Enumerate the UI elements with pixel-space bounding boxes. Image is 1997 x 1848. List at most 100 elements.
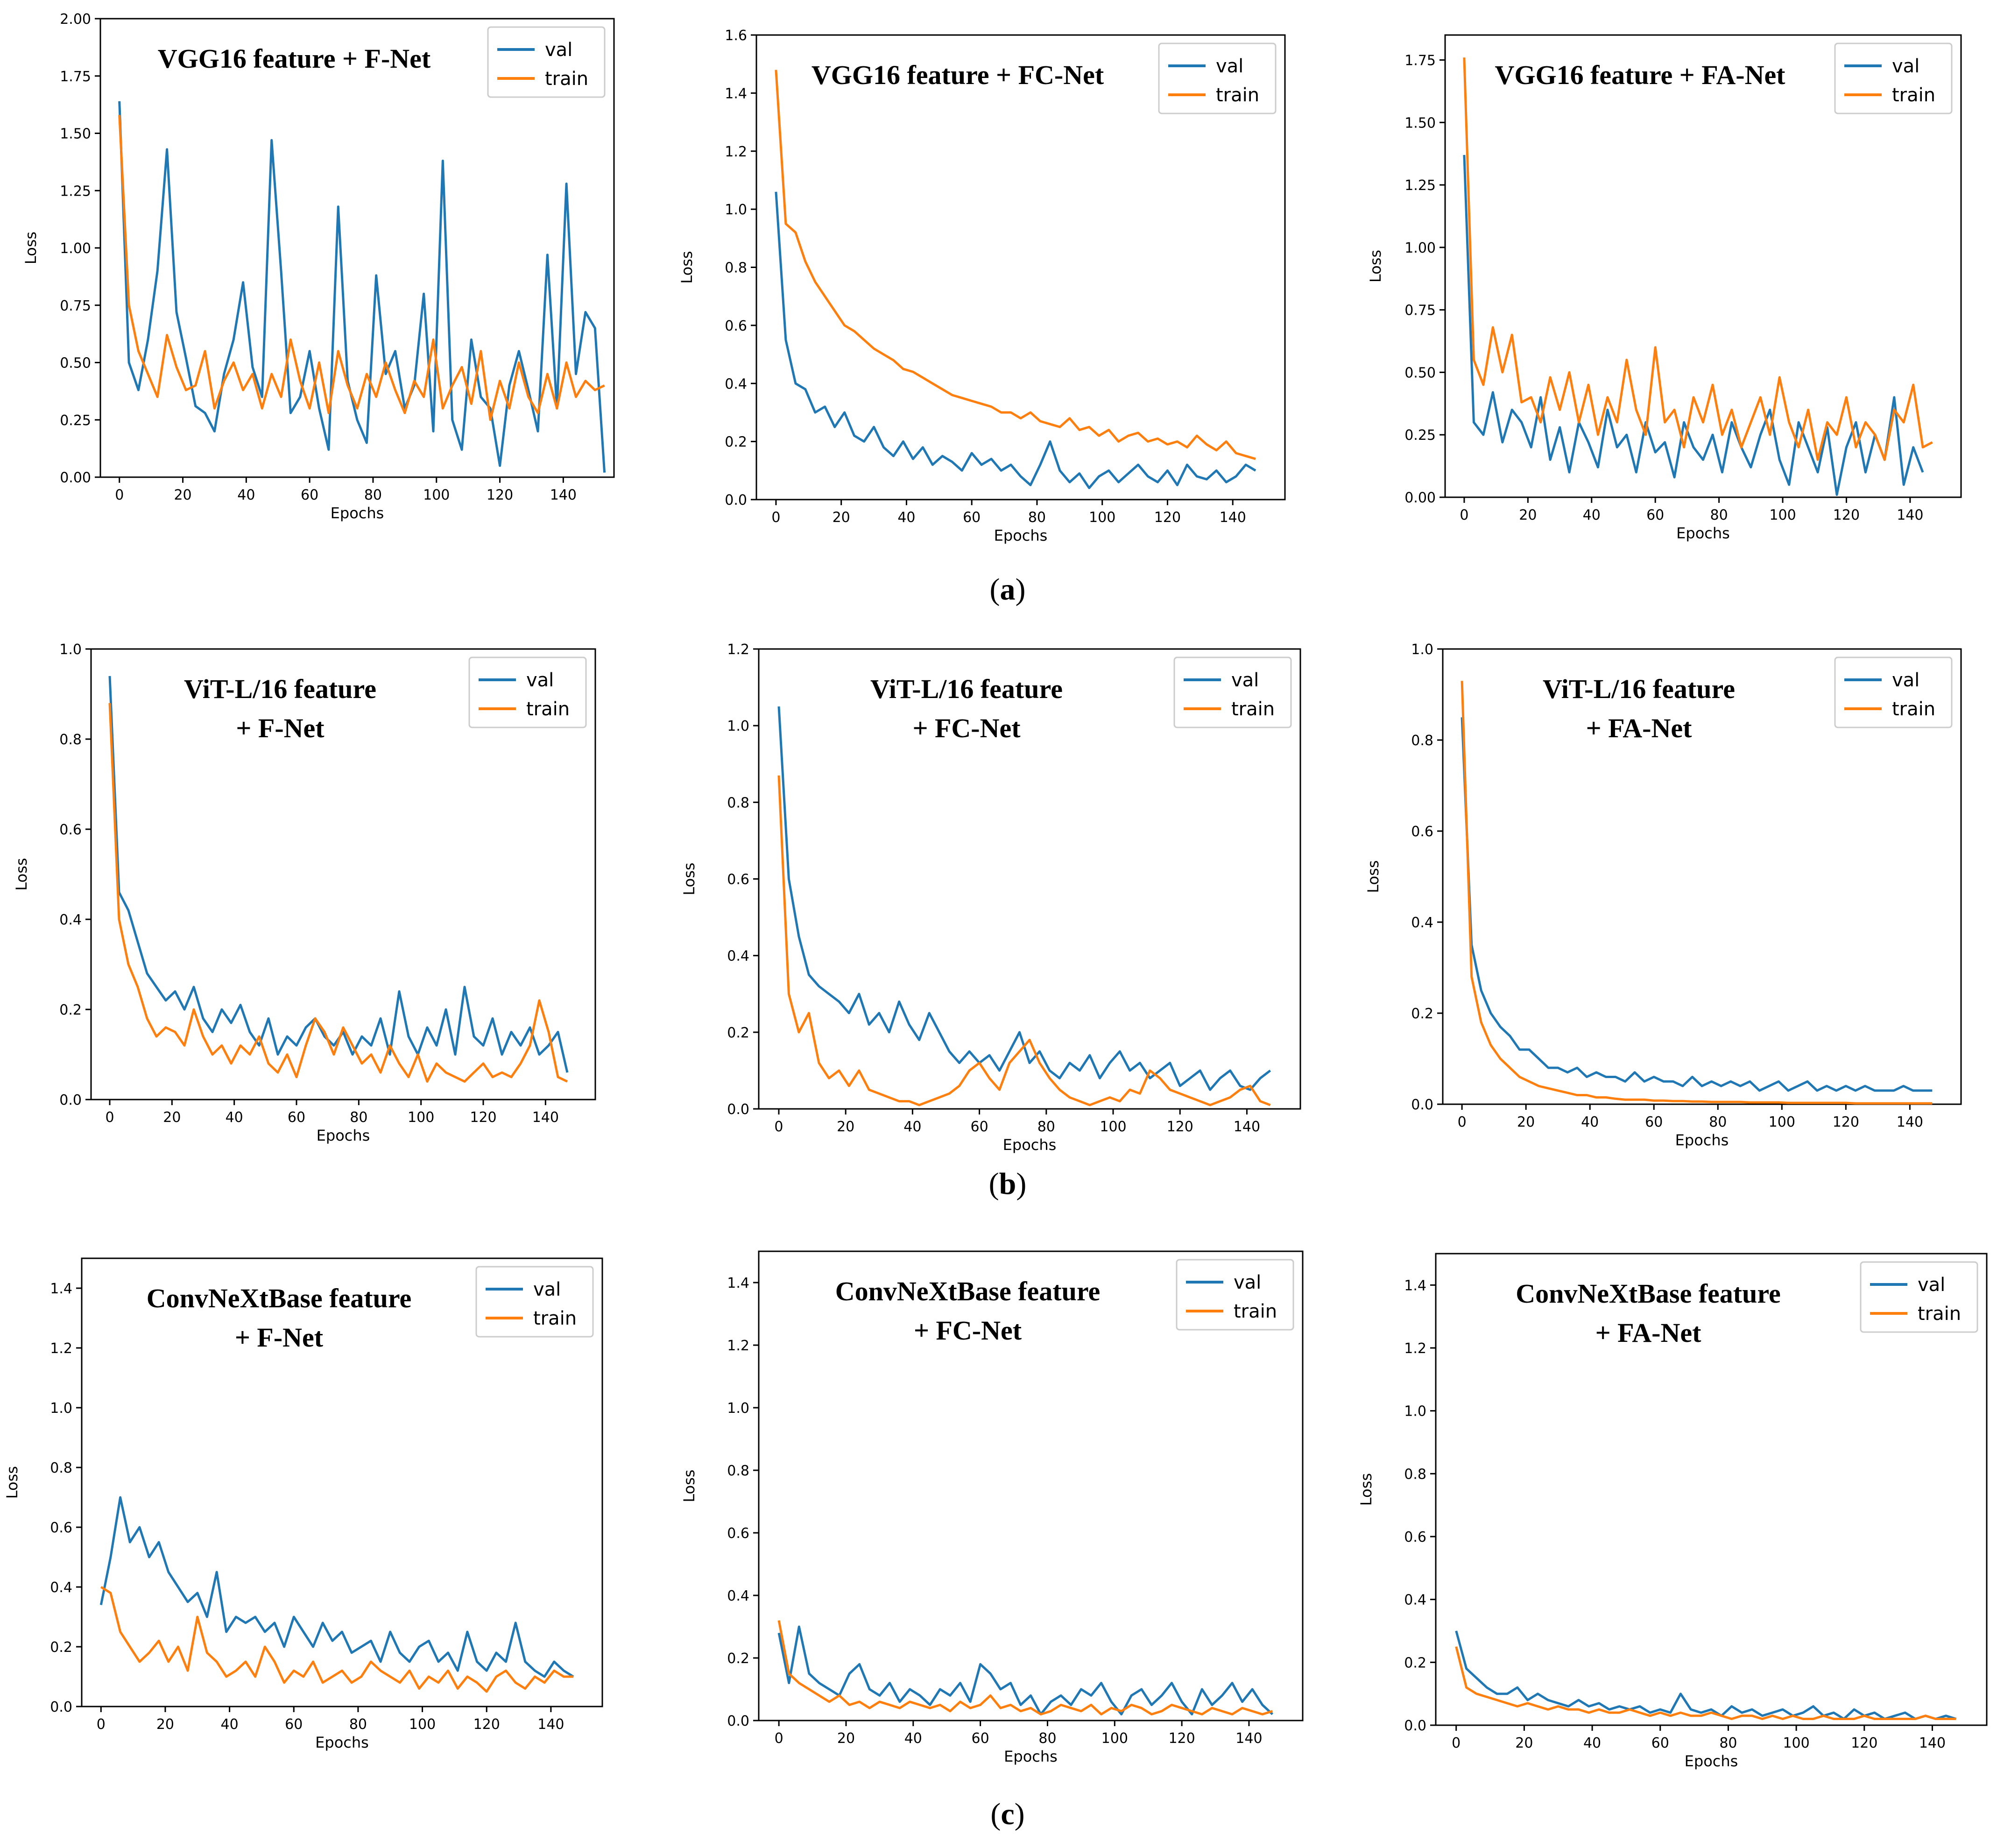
x-axis-label: Epochs xyxy=(1675,1131,1729,1149)
x-tick-label: 80 xyxy=(1710,507,1728,523)
x-tick-label: 140 xyxy=(1897,1114,1923,1130)
chart-6: 0 20 40 60 80 100 120 140 0.0 0.2 0.4 0.6 0.8 1.0 Epoc… xyxy=(1364,642,1962,1149)
y-tick-label: 1.0 xyxy=(725,202,747,218)
x-tick-label: 0 xyxy=(1460,507,1468,523)
x-tick-label: 120 xyxy=(473,1716,500,1733)
legend-label-val: val xyxy=(533,1279,561,1300)
y-tick-label: 0.6 xyxy=(59,822,82,838)
y-tick-label: 0.0 xyxy=(1404,1718,1426,1734)
y-tick-label: 1.2 xyxy=(50,1340,72,1357)
x-tick-label: 20 xyxy=(156,1716,174,1733)
caption-a: (a) xyxy=(980,572,1036,607)
y-tick-label: 1.2 xyxy=(727,1338,749,1354)
y-tick-label: 0.8 xyxy=(59,732,82,748)
y-axis-label: Loss xyxy=(678,251,696,283)
x-tick-label: 140 xyxy=(550,487,577,503)
x-tick-label: 100 xyxy=(408,1109,434,1126)
y-axis-label: Loss xyxy=(3,1466,21,1499)
y-tick-label: 1.2 xyxy=(727,642,749,658)
x-tick-label: 100 xyxy=(1783,1735,1809,1751)
y-axis-label: Loss xyxy=(1364,860,1382,893)
caption-open: ( xyxy=(989,572,1000,607)
x-axis-label: Epochs xyxy=(1676,524,1730,542)
chart-title: ConvNeXtBase feature xyxy=(147,1283,412,1313)
x-tick-label: 20 xyxy=(174,487,191,503)
chart-1: 0 20 40 60 80 100 120 140 0.00 0.25 0.50 0.75 1.00 1.… xyxy=(22,11,615,522)
x-tick-label: 60 xyxy=(970,1119,988,1135)
series-line-val xyxy=(1455,1630,1957,1720)
x-tick-label: 120 xyxy=(1154,509,1181,526)
y-tick-label: 1.0 xyxy=(1411,642,1433,658)
legend-label-val: val xyxy=(1234,1272,1261,1293)
series-line-val xyxy=(118,101,606,473)
chart-5: 0 20 40 60 80 100 120 140 0.0 0.2 0.4 0.6 0.8 1.0 1.2 E… xyxy=(680,642,1301,1154)
plot-frame xyxy=(758,1250,1304,1721)
x-tick-label: 80 xyxy=(350,1109,367,1126)
series-line-train xyxy=(775,70,1256,460)
x-tick-label: 0 xyxy=(97,1716,106,1733)
x-tick-label: 80 xyxy=(349,1716,367,1733)
x-tick-label: 20 xyxy=(1519,507,1537,523)
y-tick-label: 0.0 xyxy=(727,1713,749,1729)
caption-label: c xyxy=(1001,1797,1015,1831)
legend-label-train: train xyxy=(1892,85,1935,106)
x-tick-label: 60 xyxy=(288,1109,305,1126)
y-tick-label: 0.0 xyxy=(725,492,747,508)
y-tick-label: 0.8 xyxy=(725,260,747,276)
caption-close: ) xyxy=(1014,1797,1025,1831)
x-tick-label: 60 xyxy=(1646,507,1664,523)
x-tick-label: 100 xyxy=(1100,1119,1126,1135)
y-tick-label: 0.2 xyxy=(59,1002,82,1018)
x-tick-label: 80 xyxy=(1028,509,1046,526)
y-tick-label: 0.2 xyxy=(1411,1006,1433,1022)
legend-label-val: val xyxy=(1231,670,1259,691)
y-tick-label: 1.4 xyxy=(727,1275,749,1291)
y-tick-label: 0.2 xyxy=(727,1651,749,1667)
y-tick-label: 0.0 xyxy=(727,1101,749,1118)
x-tick-label: 120 xyxy=(1167,1119,1193,1135)
y-tick-label: 2.00 xyxy=(60,11,91,28)
chart-title: VGG16 feature + FA-Net xyxy=(1495,60,1786,90)
chart-9: 0 20 40 60 80 100 120 140 0.0 0.2 0.4 0.6 0.8 1.0 1.2 1… xyxy=(1357,1253,1988,1770)
x-tick-label: 80 xyxy=(364,487,382,503)
x-tick-label: 140 xyxy=(537,1716,564,1733)
x-tick-label: 100 xyxy=(1769,1114,1795,1130)
chart-title: + F-Net xyxy=(236,713,325,743)
caption-open: ( xyxy=(988,1167,999,1201)
y-tick-label: 0.6 xyxy=(727,1525,749,1542)
x-tick-label: 0 xyxy=(115,487,124,503)
series-line-val xyxy=(108,676,569,1073)
y-axis-label: Loss xyxy=(22,232,40,264)
series-line-val xyxy=(1463,155,1924,496)
caption-open: ( xyxy=(990,1797,1001,1831)
y-tick-label: 0.8 xyxy=(50,1460,72,1476)
series-line-val xyxy=(775,191,1256,489)
y-tick-label: 0.2 xyxy=(1404,1655,1426,1671)
x-tick-label: 20 xyxy=(833,509,850,526)
legend-label-val: val xyxy=(545,39,572,61)
series-line-val xyxy=(777,1625,1274,1716)
y-tick-label: 1.0 xyxy=(50,1400,72,1417)
y-tick-label: 1.2 xyxy=(1404,1340,1426,1357)
x-tick-label: 0 xyxy=(774,1119,783,1135)
y-tick-label: 0.4 xyxy=(727,948,749,965)
legend-label-train: train xyxy=(533,1308,577,1329)
series-line-train xyxy=(1463,57,1933,461)
x-axis-label: Epochs xyxy=(331,504,384,522)
chart-3: 0 20 40 60 80 100 120 140 0.00 0.25 0.50 0.75 1.00 1.… xyxy=(1367,34,1962,542)
x-axis-label: Epochs xyxy=(317,1127,370,1144)
x-tick-label: 100 xyxy=(423,487,450,503)
y-tick-label: 0.00 xyxy=(1404,490,1436,506)
caption-label: b xyxy=(999,1167,1016,1201)
x-tick-label: 60 xyxy=(301,487,318,503)
legend-label-val: val xyxy=(1892,670,1919,691)
chart-title: + FA-Net xyxy=(1595,1318,1702,1348)
legend-label-train: train xyxy=(526,698,570,720)
series-line-train xyxy=(118,115,605,421)
y-tick-label: 0.50 xyxy=(60,355,91,372)
x-tick-label: 60 xyxy=(1651,1735,1669,1751)
y-tick-label: 1.0 xyxy=(727,718,749,734)
y-tick-label: 0.8 xyxy=(727,795,749,811)
y-axis-label: Loss xyxy=(13,858,30,890)
caption-b: (b) xyxy=(980,1166,1036,1202)
